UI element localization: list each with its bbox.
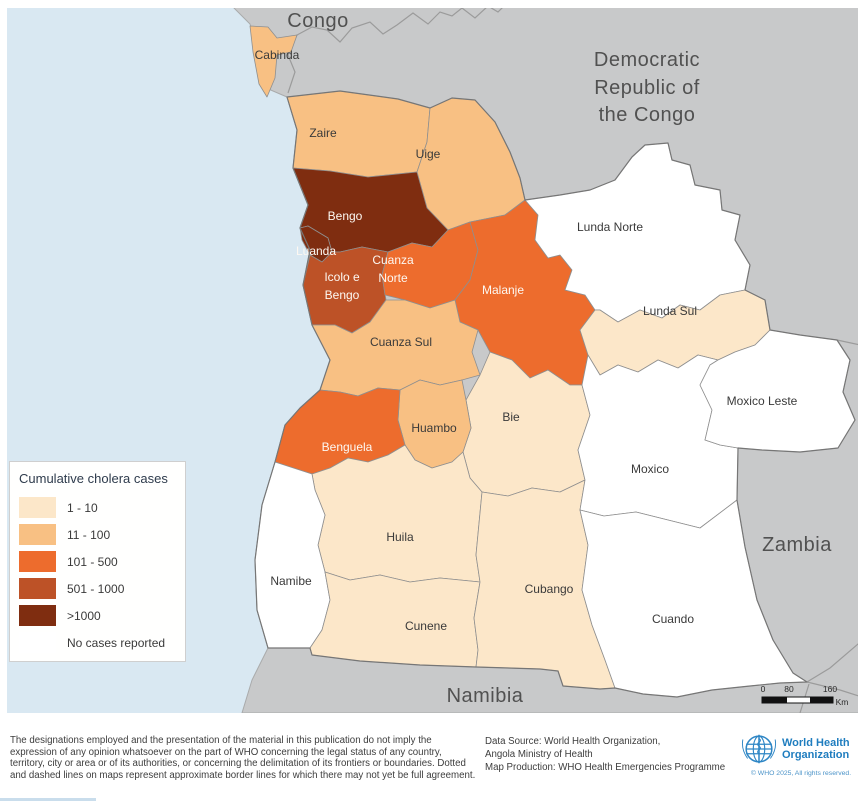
- map-canvas: Congo Democratic Republic of the Congo Z…: [7, 8, 858, 713]
- label-icolo-e-bengo-line1: Icolo e: [324, 270, 360, 284]
- legend-item: 101 - 500: [19, 548, 185, 575]
- legend-swatch-band1: [19, 497, 56, 518]
- angola-cholera-map: Congo Democratic Republic of the Congo Z…: [7, 8, 858, 713]
- label-moxico: Moxico: [631, 462, 669, 476]
- legend-label: 501 - 1000: [67, 581, 125, 596]
- label-congo: Congo: [287, 10, 348, 32]
- data-source-block: Data Source: World Health Organization, …: [485, 735, 735, 774]
- who-logo-block: World Health Organization © WHO 2025, Al…: [740, 730, 862, 777]
- label-drc-line1: Democratic: [594, 49, 700, 71]
- bottom-accent-line: [0, 798, 96, 801]
- data-source-line2: Angola Ministry of Health: [485, 749, 593, 760]
- label-bie: Bie: [502, 410, 520, 424]
- label-namibe: Namibe: [270, 574, 312, 588]
- border-drc-zambia: [836, 339, 858, 346]
- label-namibia: Namibia: [447, 685, 524, 707]
- footer: The designations employed and the presen…: [0, 713, 865, 806]
- label-benguela: Benguela: [322, 440, 373, 454]
- legend-title: Cumulative cholera cases: [19, 471, 168, 486]
- legend-label: 11 - 100: [67, 527, 111, 542]
- label-cubango: Cubango: [525, 582, 574, 596]
- label-moxico-leste: Moxico Leste: [727, 394, 798, 408]
- legend-label: 1 - 10: [67, 500, 98, 515]
- scale-bar-seg1: [762, 697, 787, 703]
- label-lunda-sul: Lunda Sul: [643, 304, 697, 318]
- scale-bar: 0 80 160 Km: [761, 684, 849, 707]
- label-huila: Huila: [386, 530, 414, 544]
- legend-rows: 1 - 10 11 - 100 101 - 500 501 - 1000 >1000 No…: [19, 494, 185, 656]
- scale-tick-80: 80: [784, 684, 794, 694]
- legend-swatch-band2: [19, 524, 56, 545]
- map-production-line: Map Production: WHO Health Emergencies P…: [485, 762, 726, 773]
- border-congo-drc: [287, 8, 503, 94]
- label-malanje: Malanje: [482, 283, 524, 297]
- label-drc-line2: Republic of: [594, 77, 700, 99]
- label-luanda: Luanda: [296, 244, 336, 258]
- legend-swatch-band4: [19, 578, 56, 599]
- label-zaire: Zaire: [309, 126, 337, 140]
- scale-tick-160: 160: [823, 684, 837, 694]
- data-source-line1: Data Source: World Health Organization,: [485, 736, 661, 747]
- label-uige: Uige: [416, 147, 441, 161]
- legend-label: 101 - 500: [67, 554, 118, 569]
- legend-item: 11 - 100: [19, 521, 185, 548]
- label-bengo: Bengo: [328, 209, 363, 223]
- disclaimer-text: The designations employed and the presen…: [10, 735, 476, 782]
- label-cuanza-norte-line1: Cuanza: [372, 253, 414, 267]
- label-cuanza-sul: Cuanza Sul: [370, 335, 432, 349]
- angola-outer-border: [254, 90, 856, 698]
- legend-item: No cases reported: [19, 629, 185, 656]
- legend-item: 1 - 10: [19, 494, 185, 521]
- legend-swatch-band3: [19, 551, 56, 572]
- legend-item: 501 - 1000: [19, 575, 185, 602]
- legend-swatch-band5: [19, 605, 56, 626]
- who-name-line2: Organization: [782, 749, 850, 761]
- province-huila: [311, 444, 483, 583]
- who-name-line1: World Health: [782, 737, 850, 749]
- legend-item: >1000: [19, 602, 185, 629]
- label-lunda-norte: Lunda Norte: [577, 220, 643, 234]
- legend-swatch-none: [19, 632, 56, 653]
- who-logo-text: World Health Organization: [782, 737, 850, 761]
- legend-label: >1000: [67, 608, 101, 623]
- label-drc-line3: the Congo: [599, 104, 696, 126]
- label-zambia: Zambia: [762, 534, 832, 556]
- scale-unit: Km: [836, 697, 849, 707]
- province-cunene: [309, 571, 481, 668]
- label-icolo-e-bengo-line2: Bengo: [325, 288, 360, 302]
- label-cuando: Cuando: [652, 612, 694, 626]
- label-cabinda: Cabinda: [255, 48, 300, 62]
- legend-label: No cases reported: [67, 635, 166, 650]
- scale-bar-seg2: [810, 697, 833, 703]
- legend: Cumulative cholera cases 1 - 10 11 - 100 1…: [9, 461, 186, 662]
- who-copyright: © WHO 2025, All rights reserved.: [750, 770, 852, 777]
- label-cuanza-norte-line2: Norte: [378, 271, 408, 285]
- who-emblem-icon: [741, 734, 777, 764]
- scale-tick-0: 0: [761, 684, 766, 694]
- label-huambo: Huambo: [411, 421, 457, 435]
- province-cabinda: [249, 25, 298, 98]
- label-cunene: Cunene: [405, 619, 447, 633]
